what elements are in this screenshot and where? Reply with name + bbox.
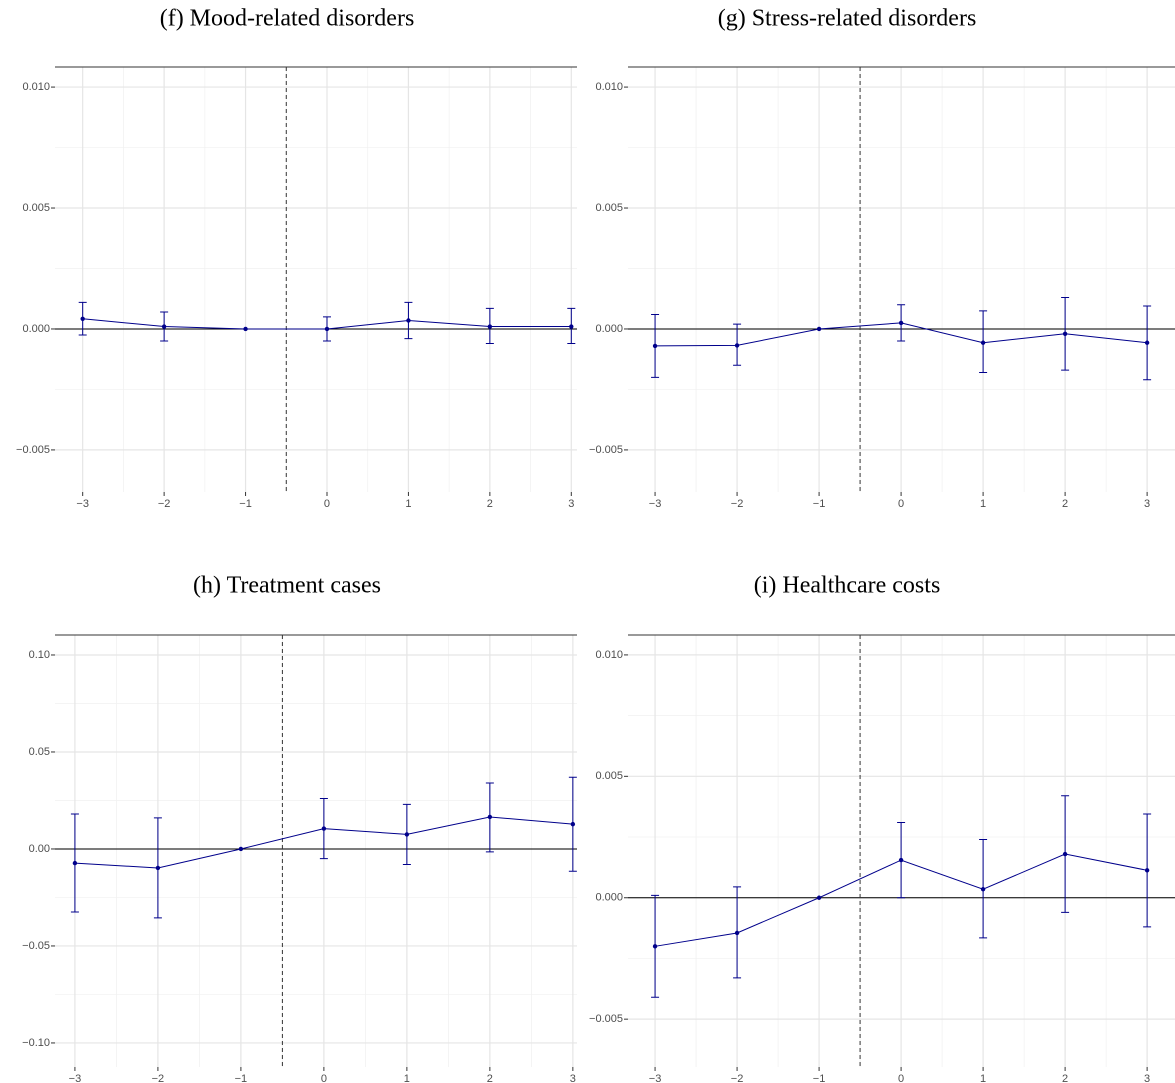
x-tick-label: −2 — [152, 1073, 165, 1083]
point — [72, 860, 78, 866]
panel-title: (h) Treatment cases — [193, 573, 381, 599]
x-tick-label: 3 — [570, 1073, 576, 1083]
x-tick-label: 3 — [568, 498, 574, 510]
x-tick-label: 3 — [1144, 498, 1150, 510]
x-tick-label: 2 — [1062, 1073, 1068, 1083]
point — [898, 320, 904, 326]
point — [816, 895, 822, 900]
point — [1144, 868, 1150, 873]
y-tick-label: −0.005 — [16, 444, 50, 456]
x-tick-label: −2 — [731, 498, 744, 510]
panel: (f) Mood-related disorders −3 −2 −1 0 1 2 3 −0.0… — [16, 6, 577, 510]
plot-area — [651, 795, 1152, 998]
point — [734, 343, 740, 348]
y-tick-label: 0.010 — [22, 81, 50, 93]
y-tick-label: −0.005 — [589, 444, 623, 456]
x-tick-label: −3 — [649, 1073, 662, 1083]
x-tick-label: −1 — [235, 1073, 248, 1083]
point — [570, 821, 576, 827]
y-tick-label: −0.05 — [22, 940, 50, 952]
point — [238, 846, 244, 852]
y-tick-label: 0.000 — [595, 323, 623, 335]
x-tick-label: −1 — [813, 1073, 826, 1083]
x-tick-label: −3 — [76, 498, 89, 510]
y-tick-label: −0.005 — [589, 1013, 623, 1025]
x-tick-label: 0 — [321, 1073, 327, 1083]
x-tick-label: −3 — [649, 498, 662, 510]
point — [155, 865, 161, 871]
x-tick-label: 2 — [1062, 498, 1068, 510]
point — [1062, 331, 1068, 337]
point — [324, 326, 330, 332]
plot-area — [78, 301, 576, 344]
x-tick-label: 3 — [1144, 1073, 1150, 1083]
point — [980, 340, 986, 345]
point — [1144, 340, 1150, 345]
y-tick-label: 0.010 — [595, 81, 623, 93]
panel: (h) Treatment cases −3 −2 −1 0 1 2 3 −0.10 −0.05 0… — [22, 573, 577, 1083]
y-tick-label: 0.005 — [22, 202, 50, 214]
x-tick-label: −2 — [158, 498, 171, 510]
point — [569, 324, 574, 329]
x-tick-label: −2 — [731, 1073, 744, 1083]
y-tick-label: 0.000 — [595, 892, 623, 904]
panel-title: (f) Mood-related disorders — [160, 6, 415, 32]
point — [898, 857, 904, 863]
point — [487, 814, 493, 820]
x-tick-label: 2 — [487, 1073, 493, 1083]
x-tick-label: 2 — [487, 498, 493, 510]
x-tick-label: −1 — [813, 498, 826, 510]
y-tick-label: 0.00 — [29, 843, 50, 855]
x-tick-label: 0 — [324, 498, 330, 510]
point — [652, 343, 658, 349]
panel: (g) Stress-related disorders −3 −2 −1 0 1 2 3 −0… — [589, 6, 1175, 510]
y-tick-label: −0.10 — [22, 1037, 50, 1049]
y-tick-label: 0.005 — [595, 770, 623, 782]
point — [321, 826, 327, 831]
y-tick-label: 0.000 — [22, 323, 50, 335]
point — [652, 944, 658, 949]
y-tick-label: 0.10 — [29, 649, 50, 661]
x-tick-label: 1 — [404, 1073, 410, 1083]
y-tick-label: 0.010 — [595, 649, 623, 661]
panel: (i) Healthcare costs −3 −2 −1 0 1 2 3 −0.005 0.00… — [589, 573, 1175, 1083]
x-tick-label: 1 — [405, 498, 411, 510]
x-tick-label: 1 — [980, 1073, 986, 1083]
x-tick-label: 0 — [898, 498, 904, 510]
y-tick-label: 0.05 — [29, 746, 50, 758]
x-tick-label: −3 — [69, 1073, 82, 1083]
plot-area — [70, 776, 577, 919]
x-tick-label: 1 — [980, 498, 986, 510]
point — [161, 324, 167, 329]
point — [1062, 851, 1068, 857]
point — [734, 930, 740, 936]
point — [243, 326, 248, 332]
point — [80, 316, 85, 322]
point — [406, 318, 411, 323]
x-tick-label: 0 — [898, 1073, 904, 1083]
y-tick-label: 0.005 — [595, 202, 623, 214]
point — [487, 324, 493, 329]
x-tick-label: −1 — [239, 498, 252, 510]
point — [404, 832, 410, 837]
point — [816, 326, 822, 332]
plot-area — [651, 297, 1152, 381]
panel-title: (g) Stress-related disorders — [718, 6, 977, 32]
point — [980, 887, 986, 892]
panel-title: (i) Healthcare costs — [754, 573, 941, 599]
